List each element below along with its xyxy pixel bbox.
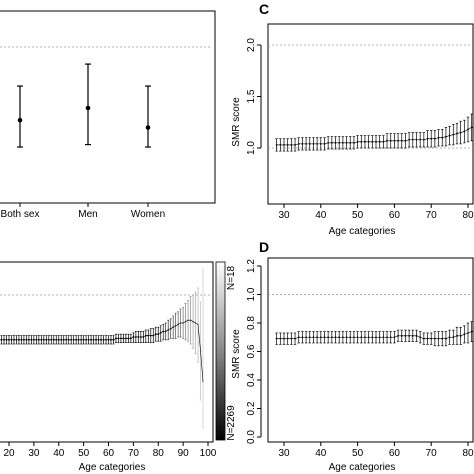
panel-a-point: [85, 105, 91, 111]
panel-c-chart: C SMR score Age categories 30 40 50 60 70 80 1…: [231, 1, 474, 237]
panel-d-chart: D SMR score Age categories 30 40 50 60 70 80 0…: [231, 239, 474, 473]
panel-d-series-line: [276, 331, 472, 339]
panel-b-series-line: [0, 319, 204, 382]
panel-c-x-tick-label: 30: [278, 210, 290, 221]
panel-b-xlabel: Age categories: [79, 462, 146, 473]
panel-a-marks: Both sex Men Women: [0, 46, 212, 220]
colorbar-bottom-label: N=2269: [226, 405, 237, 441]
panel-d-xlabel: Age categories: [329, 462, 396, 473]
panel-b-x-tick-label: 80: [153, 448, 165, 459]
panel-c-y-tick-label: 2.0: [246, 38, 257, 52]
panel-d-y-tick-label: 0.0: [246, 430, 257, 444]
panel-d-marks: 30 40 50 60 70 80 0.0 0.2 0.4 0.6 0.8 1.0 1.2: [246, 257, 474, 459]
panel-b-marks: 20 30 40 50 60 70 80 90 100: [0, 261, 217, 459]
panel-b-frame: [0, 261, 214, 443]
panel-c-ylabel: SMR score: [231, 97, 242, 147]
panel-a-x-tick-label: Both sex: [1, 209, 40, 220]
panel-d-y-tick-label: 0.2: [246, 401, 257, 415]
panel-b-x-tick-label: 40: [53, 448, 65, 459]
panel-a-chart: Both sex Men Women: [0, 10, 216, 220]
panel-b-x-tick-label: 100: [200, 448, 217, 459]
panel-c-marks: 30 40 50 60 70 80 1.0 1.5 2.0: [246, 23, 474, 221]
panel-d-x-tick-label: 40: [315, 448, 327, 459]
panel-d-y-tick-label: 0.8: [246, 316, 257, 330]
panel-d-y-tick-label: 1.2: [246, 259, 257, 273]
panel-c-x-tick-label: 80: [462, 210, 474, 221]
panel-a-x-tick-label: Men: [78, 209, 97, 220]
panel-a-x-tick-label: Women: [131, 209, 165, 220]
panel-c-x-tick-label: 40: [315, 210, 327, 221]
panel-c-frame: [267, 23, 474, 205]
panel-d-ylabel: SMR score: [231, 329, 242, 379]
panel-c-letter: C: [259, 1, 269, 17]
panel-a-point: [145, 125, 151, 130]
panel-c-y-tick-label: 1.5: [246, 89, 257, 103]
panel-b-chart: Age categories 20 30 40 50 60 70 80 90 100 N=18 …: [0, 261, 237, 473]
panel-c-x-tick-label: 70: [426, 210, 438, 221]
panel-a-point: [17, 117, 23, 123]
colorbar: [215, 261, 226, 441]
panel-b-x-tick-label: 20: [3, 448, 15, 459]
panel-a-frame: [0, 10, 216, 204]
panel-d-y-tick-label: 0.6: [246, 344, 257, 358]
panel-c-series-line: [276, 127, 472, 146]
panel-d-letter: D: [259, 239, 269, 255]
panel-d-x-tick-label: 70: [426, 448, 438, 459]
panel-b-x-tick-label: 60: [103, 448, 115, 459]
colorbar-top-label: N=18: [226, 265, 237, 290]
panel-b-x-tick-label: 50: [78, 448, 90, 459]
panel-d-x-tick-label: 50: [352, 448, 364, 459]
panel-c-xlabel: Age categories: [329, 226, 396, 237]
panel-b-x-tick-label: 90: [178, 448, 190, 459]
panel-d-x-tick-label: 60: [389, 448, 401, 459]
panel-d-y-tick-label: 1.0: [246, 287, 257, 301]
panel-b-x-tick-label: 70: [128, 448, 140, 459]
panel-c-y-tick-label: 1.0: [246, 141, 257, 155]
panel-c-x-tick-label: 60: [389, 210, 401, 221]
panel-d-frame: [267, 257, 474, 443]
panel-d-y-tick-label: 0.4: [246, 373, 257, 387]
panel-d-x-tick-label: 30: [278, 448, 290, 459]
panel-d-x-tick-label: 80: [462, 448, 474, 459]
panel-b-x-tick-label: 30: [28, 448, 40, 459]
panel-c-x-tick-label: 50: [352, 210, 364, 221]
